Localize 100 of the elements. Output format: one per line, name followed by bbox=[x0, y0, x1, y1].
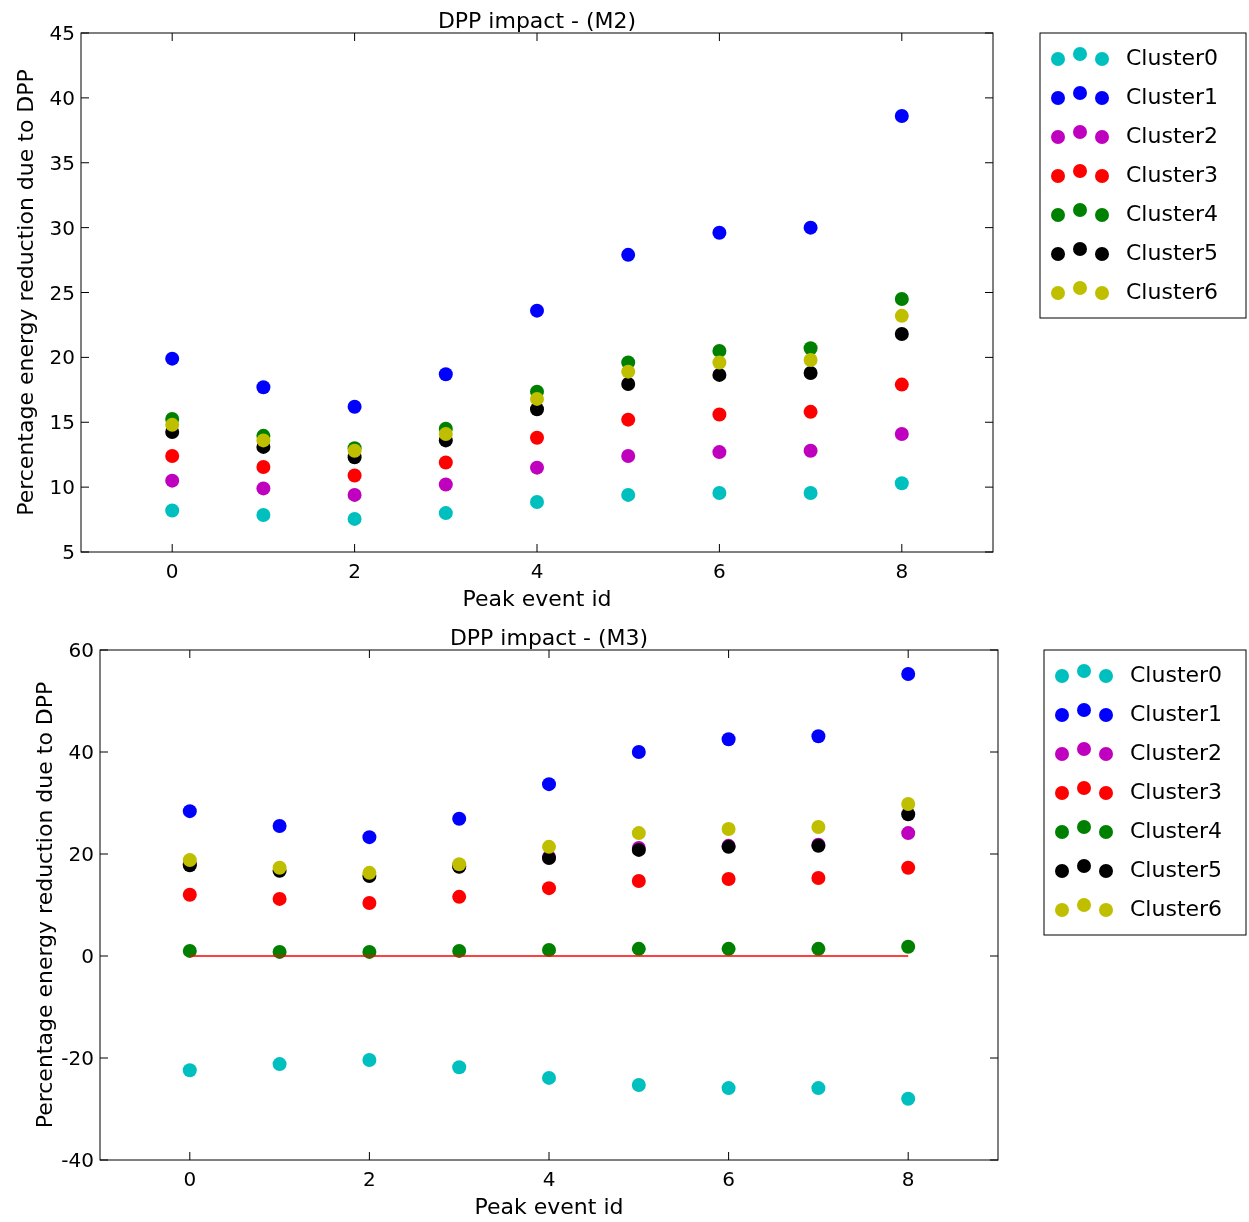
point bbox=[901, 826, 916, 841]
point bbox=[901, 666, 916, 681]
point bbox=[803, 365, 818, 380]
x-tick-label: 6 bbox=[713, 559, 726, 583]
point bbox=[438, 477, 453, 492]
x-axis-title: Peak event id bbox=[462, 586, 612, 611]
point bbox=[256, 433, 271, 448]
point bbox=[621, 487, 636, 502]
point bbox=[894, 327, 909, 342]
y-tick-label: 60 bbox=[68, 638, 94, 662]
point bbox=[901, 797, 916, 812]
point bbox=[894, 377, 909, 392]
y-tick-label: 20 bbox=[68, 842, 94, 866]
point bbox=[438, 367, 453, 382]
point bbox=[165, 417, 180, 432]
point bbox=[803, 341, 818, 356]
y-tick-label: 10 bbox=[49, 475, 75, 500]
point bbox=[631, 745, 646, 759]
point bbox=[631, 941, 646, 956]
point bbox=[542, 881, 556, 896]
point bbox=[712, 407, 727, 422]
point bbox=[165, 473, 180, 488]
y-tick-label: 15 bbox=[49, 410, 75, 435]
point bbox=[894, 308, 909, 323]
legend-label: Cluster5 bbox=[1130, 857, 1223, 882]
point bbox=[452, 1060, 467, 1075]
legend-label: Cluster4 bbox=[1126, 201, 1219, 226]
point bbox=[803, 443, 818, 458]
point bbox=[621, 376, 636, 391]
x-tick-label: 8 bbox=[901, 1167, 915, 1191]
point bbox=[165, 503, 180, 518]
point bbox=[901, 939, 916, 954]
point bbox=[803, 404, 818, 419]
point bbox=[721, 822, 736, 837]
legend-label: Cluster5 bbox=[1126, 240, 1219, 265]
point bbox=[721, 871, 736, 886]
legend-label: Cluster6 bbox=[1130, 896, 1223, 921]
legend-label: Cluster3 bbox=[1130, 779, 1223, 804]
x-tick-label: 0 bbox=[165, 559, 179, 583]
chart-title: DPP impact - (M2) bbox=[437, 8, 637, 33]
legend-label: Cluster1 bbox=[1126, 84, 1219, 109]
point bbox=[256, 380, 271, 395]
point bbox=[182, 853, 197, 868]
legend-label: Cluster2 bbox=[1126, 123, 1219, 148]
legend-label: Cluster6 bbox=[1126, 279, 1219, 304]
point bbox=[452, 811, 467, 826]
point bbox=[901, 1091, 916, 1106]
y-tick-label: 40 bbox=[68, 740, 94, 764]
point bbox=[894, 426, 909, 441]
point bbox=[721, 941, 736, 956]
point bbox=[894, 109, 909, 124]
point bbox=[452, 889, 467, 904]
y-tick-label: 30 bbox=[49, 215, 75, 240]
point bbox=[811, 1081, 826, 1096]
point bbox=[347, 487, 362, 502]
y-tick-label: -20 bbox=[61, 1046, 94, 1070]
y-tick-label: 40 bbox=[49, 85, 75, 110]
y-tick-label: 0 bbox=[81, 944, 94, 968]
point bbox=[530, 391, 544, 406]
point bbox=[272, 1057, 287, 1072]
point bbox=[530, 460, 544, 475]
point bbox=[631, 1078, 646, 1093]
legend-label: Cluster2 bbox=[1130, 740, 1223, 765]
point bbox=[901, 860, 916, 875]
point bbox=[811, 819, 826, 834]
point bbox=[721, 732, 736, 747]
y-tick-label: 35 bbox=[49, 150, 75, 175]
point bbox=[256, 508, 271, 523]
point bbox=[362, 895, 377, 910]
x-tick-label: 2 bbox=[363, 1167, 376, 1191]
point bbox=[712, 445, 727, 460]
point bbox=[621, 448, 636, 463]
point bbox=[803, 485, 818, 500]
point bbox=[362, 1053, 377, 1068]
point bbox=[542, 839, 556, 854]
x-tick-label: 4 bbox=[530, 559, 544, 583]
y-tick-label: 25 bbox=[49, 280, 75, 305]
point bbox=[712, 225, 727, 240]
legend-label: Cluster3 bbox=[1126, 162, 1219, 187]
x-tick-label: 0 bbox=[183, 1167, 197, 1191]
y-tick-label: -40 bbox=[61, 1148, 94, 1172]
point bbox=[712, 355, 727, 370]
y-axis-title: Percentage energy reduction due to DPP bbox=[13, 69, 38, 516]
point bbox=[803, 352, 818, 367]
x-tick-label: 4 bbox=[542, 1167, 556, 1191]
point bbox=[438, 426, 453, 441]
point bbox=[438, 455, 453, 470]
point bbox=[530, 495, 544, 510]
point bbox=[256, 481, 271, 496]
point bbox=[530, 430, 544, 445]
legend-label: Cluster0 bbox=[1126, 45, 1219, 70]
point bbox=[347, 511, 362, 526]
point bbox=[811, 729, 826, 744]
x-tick-label: 2 bbox=[348, 559, 361, 583]
x-tick-label: 8 bbox=[895, 559, 909, 583]
point bbox=[542, 1070, 556, 1085]
point bbox=[347, 399, 362, 414]
point bbox=[165, 448, 180, 463]
point bbox=[621, 247, 636, 262]
x-tick-label: 6 bbox=[722, 1167, 735, 1191]
